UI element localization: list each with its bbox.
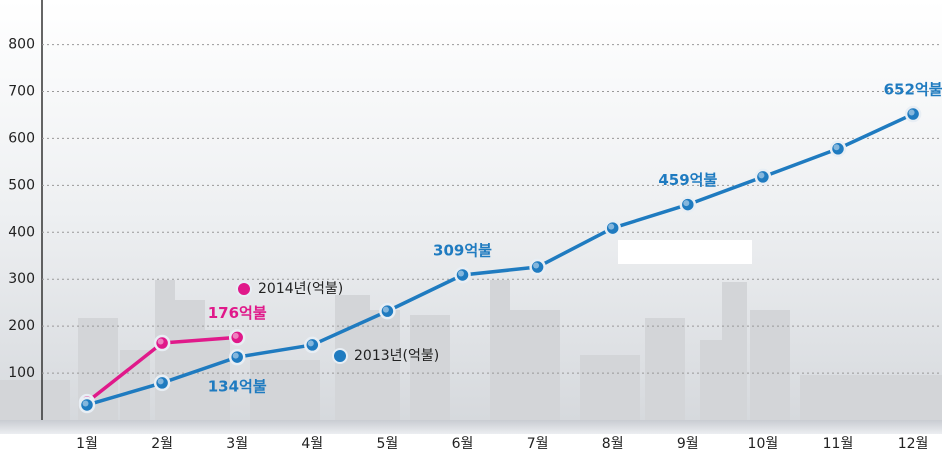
data-point (379, 302, 396, 320)
x-tick-label: 2월 (151, 436, 173, 452)
data-point-highlight (157, 378, 164, 385)
value-label: 176억불 (208, 304, 267, 322)
y-tick-label: 600 (8, 130, 35, 146)
x-tick-label: 1월 (76, 436, 98, 452)
data-point (679, 196, 697, 213)
y-tick-label: 800 (8, 37, 35, 53)
skyline (0, 280, 942, 420)
x-tick-label: 12월 (898, 436, 929, 452)
data-point-highlight (908, 109, 915, 116)
value-label: 309억불 (433, 241, 492, 259)
x-tick-label: 8월 (602, 436, 624, 452)
data-point (529, 258, 546, 276)
y-tick-label: 200 (8, 318, 35, 334)
data-point-highlight (157, 338, 164, 345)
data-point (228, 348, 246, 366)
data-point (829, 140, 847, 158)
y-tick-label: 300 (8, 271, 35, 287)
data-point (304, 336, 321, 354)
data-point-highlight (458, 270, 464, 277)
data-point-highlight (833, 144, 840, 151)
x-tick-label: 3월 (226, 436, 248, 452)
legend-marker (332, 348, 348, 364)
data-point (604, 219, 621, 237)
data-point-highlight (683, 200, 690, 207)
value-label: 134억불 (208, 378, 267, 396)
value-label: 459억불 (658, 171, 717, 189)
data-point (454, 266, 471, 284)
x-tick-label: 5월 (377, 436, 399, 452)
series-line (86, 112, 914, 407)
legend-label: 2013년(억불) (354, 348, 439, 364)
y-tick-label: 400 (8, 224, 35, 240)
x-tick-label: 10월 (748, 436, 779, 452)
data-point (78, 396, 96, 414)
x-tick-label: 7월 (527, 436, 549, 452)
x-tick-label: 6월 (452, 436, 474, 452)
data-point-highlight (232, 352, 239, 359)
x-tick-label: 11월 (823, 436, 854, 452)
value-label: 652억불 (884, 81, 942, 99)
legend-marker (236, 281, 252, 297)
data-point (153, 374, 171, 392)
x-tick-label: 9월 (677, 436, 699, 452)
data-point-highlight (758, 172, 765, 179)
data-point (153, 334, 171, 352)
legend-label: 2014년(억불) (258, 281, 343, 297)
data-point-highlight (82, 400, 89, 407)
x-tick-label: 4월 (301, 436, 323, 452)
y-tick-label: 100 (8, 365, 35, 381)
data-point (754, 168, 772, 186)
data-point-highlight (382, 306, 389, 313)
x-axis-band (0, 420, 942, 434)
data-point-highlight (533, 262, 540, 269)
data-point (904, 105, 922, 123)
y-tick-label: 700 (8, 84, 35, 100)
data-point-highlight (232, 332, 239, 339)
label-box (618, 240, 752, 264)
data-point-highlight (307, 340, 314, 347)
data-point (228, 329, 246, 346)
y-tick-label: 500 (8, 177, 35, 193)
data-point-highlight (608, 223, 615, 230)
